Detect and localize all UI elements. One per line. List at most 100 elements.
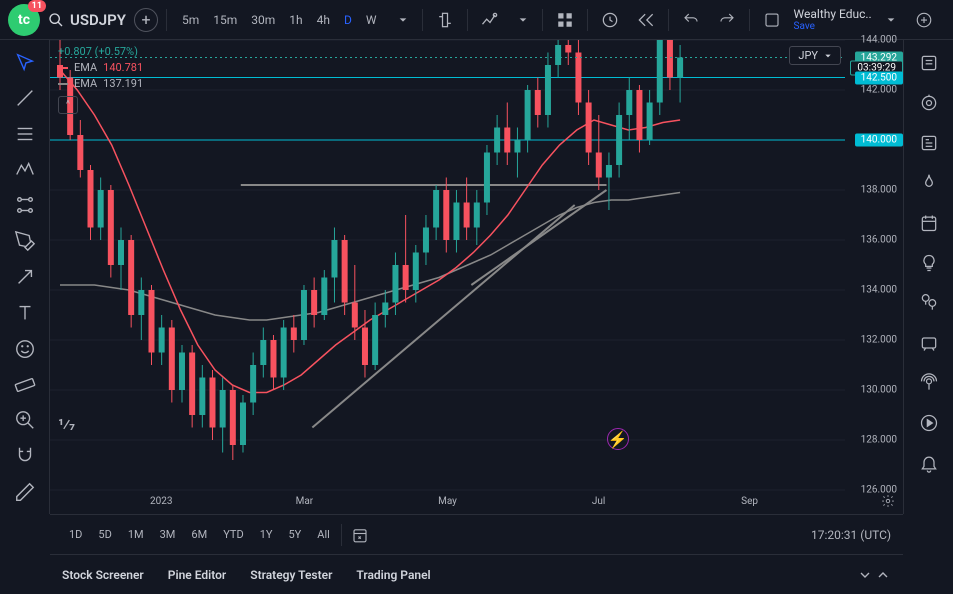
- panel-toggle-buttons[interactable]: [857, 567, 891, 583]
- range-1D[interactable]: 1D: [62, 524, 89, 545]
- currency-label: JPY: [798, 49, 818, 62]
- flash-indicator-icon[interactable]: ⚡: [607, 428, 629, 450]
- symbol-info-overlay: +0.807 (+0.57%) EMA 140.781 EMA 137.191 …: [58, 44, 143, 114]
- range-3M[interactable]: 3M: [153, 524, 183, 545]
- forecast-tool[interactable]: [8, 189, 42, 221]
- replay-button[interactable]: [632, 6, 660, 34]
- price-axis[interactable]: 126.000128.000130.000132.000134.000136.0…: [845, 40, 903, 490]
- watchlist-button[interactable]: [912, 46, 946, 80]
- xaxis-tick: 2023: [150, 496, 172, 507]
- chevron-down-icon: [857, 567, 873, 583]
- range-1Y[interactable]: 1Y: [253, 524, 280, 545]
- price-badge: 140.000: [855, 134, 903, 147]
- range-selector-bar: 1D5D1M3M6MYTD1Y5YAll 17:20:31 (UTC): [50, 514, 903, 554]
- emoji-tool[interactable]: [8, 333, 42, 365]
- notification-badge: 11: [28, 0, 46, 12]
- timeframe-5m[interactable]: 5m: [175, 9, 206, 31]
- alerts-button[interactable]: [912, 86, 946, 120]
- indicators-button[interactable]: [476, 6, 504, 34]
- pencil-tool[interactable]: [8, 476, 42, 508]
- goto-date-button[interactable]: [346, 521, 374, 549]
- ema1-value: 140.781: [103, 60, 143, 76]
- news-button[interactable]: [912, 126, 946, 160]
- zoom-tool[interactable]: [8, 404, 42, 436]
- account-menu[interactable]: Wealthy Educ.. Save: [794, 7, 872, 32]
- drawing-toolbar: [0, 40, 50, 514]
- timeframe-W[interactable]: W: [359, 9, 384, 31]
- streams-button[interactable]: [912, 406, 946, 440]
- chevron-down-icon[interactable]: [512, 9, 534, 31]
- xaxis-tick: Mar: [296, 496, 314, 507]
- fib-tool[interactable]: [8, 118, 42, 150]
- ruler-tool[interactable]: [8, 369, 42, 401]
- timeframe-1h[interactable]: 1h: [282, 9, 309, 31]
- account-name: Wealthy Educ..: [794, 7, 872, 21]
- brush-tool[interactable]: [8, 225, 42, 257]
- notifications-button[interactable]: [912, 446, 946, 480]
- xaxis-tick: Jul: [592, 496, 605, 507]
- range-All[interactable]: All: [310, 524, 337, 545]
- chevron-up-icon: [875, 567, 891, 583]
- right-toolbar: [903, 40, 953, 514]
- time-axis[interactable]: 2023MarMayJulSep: [50, 492, 845, 514]
- hotlists-button[interactable]: [912, 166, 946, 200]
- currency-selector[interactable]: JPY: [789, 46, 841, 65]
- pattern-tool[interactable]: [8, 154, 42, 186]
- yaxis-tick: 128.000: [861, 435, 897, 446]
- clock[interactable]: 17:20:31 (UTC): [811, 528, 891, 542]
- chevron-down-icon: [824, 52, 832, 60]
- chevron-down-icon[interactable]: [880, 9, 902, 31]
- arrow-tool[interactable]: [8, 261, 42, 293]
- private-chat-button[interactable]: [912, 326, 946, 360]
- save-label: Save: [794, 21, 815, 32]
- layout-button[interactable]: [758, 6, 786, 34]
- fullscreen-button[interactable]: [910, 6, 938, 34]
- redo-button[interactable]: [713, 6, 741, 34]
- app-logo[interactable]: tc 11: [8, 4, 40, 36]
- chart-area[interactable]: +0.807 (+0.57%) EMA 140.781 EMA 137.191 …: [50, 40, 903, 514]
- timeframe-D[interactable]: D: [337, 9, 359, 31]
- logo-text: tc: [18, 12, 30, 28]
- panel-pine-editor[interactable]: Pine Editor: [168, 568, 226, 582]
- timeframe-15m[interactable]: 15m: [206, 9, 244, 31]
- yaxis-tick: 142.000: [861, 85, 897, 96]
- yaxis-tick: 134.000: [861, 285, 897, 296]
- axis-settings-button[interactable]: [879, 492, 897, 510]
- chat-button[interactable]: [912, 286, 946, 320]
- range-1M[interactable]: 1M: [121, 524, 151, 545]
- ema1-label: EMA: [74, 60, 97, 76]
- yaxis-tick: 130.000: [861, 385, 897, 396]
- chevron-down-icon[interactable]: [392, 9, 414, 31]
- trend-line-tool[interactable]: [8, 82, 42, 114]
- bar-type-button[interactable]: [431, 6, 459, 34]
- range-5Y[interactable]: 5Y: [281, 524, 308, 545]
- ideas-stream-button[interactable]: [912, 366, 946, 400]
- timeframe-4h[interactable]: 4h: [310, 9, 337, 31]
- yaxis-tick: 132.000: [861, 335, 897, 346]
- xaxis-tick: Sep: [741, 496, 758, 507]
- range-YTD[interactable]: YTD: [216, 524, 250, 545]
- panel-stock-screener[interactable]: Stock Screener: [62, 568, 144, 582]
- collapse-overlay-button[interactable]: ^: [58, 96, 78, 114]
- alert-button[interactable]: [596, 6, 624, 34]
- add-symbol-button[interactable]: +: [134, 8, 158, 32]
- range-6M[interactable]: 6M: [184, 524, 214, 545]
- magnet-tool[interactable]: [8, 440, 42, 472]
- search-icon: [48, 12, 64, 28]
- ema2-value: 137.191: [103, 76, 143, 92]
- text-tool[interactable]: [8, 297, 42, 329]
- price-change: +0.807 (+0.57%): [58, 44, 138, 60]
- top-toolbar: tc 11 USDJPY + 5m15m30m1h4hDW Wealthy Ed…: [0, 0, 953, 40]
- ema2-label: EMA: [74, 76, 97, 92]
- ideas-button[interactable]: [912, 246, 946, 280]
- cursor-tool[interactable]: [8, 46, 42, 78]
- panel-trading-panel[interactable]: Trading Panel: [356, 568, 430, 582]
- panel-strategy-tester[interactable]: Strategy Tester: [250, 568, 332, 582]
- layout-grid-button[interactable]: [551, 6, 579, 34]
- timeframe-30m[interactable]: 30m: [244, 9, 282, 31]
- undo-button[interactable]: [677, 6, 705, 34]
- symbol-search[interactable]: USDJPY: [48, 11, 126, 29]
- yaxis-tick: 136.000: [861, 235, 897, 246]
- calendar-button[interactable]: [912, 206, 946, 240]
- range-5D[interactable]: 5D: [91, 524, 118, 545]
